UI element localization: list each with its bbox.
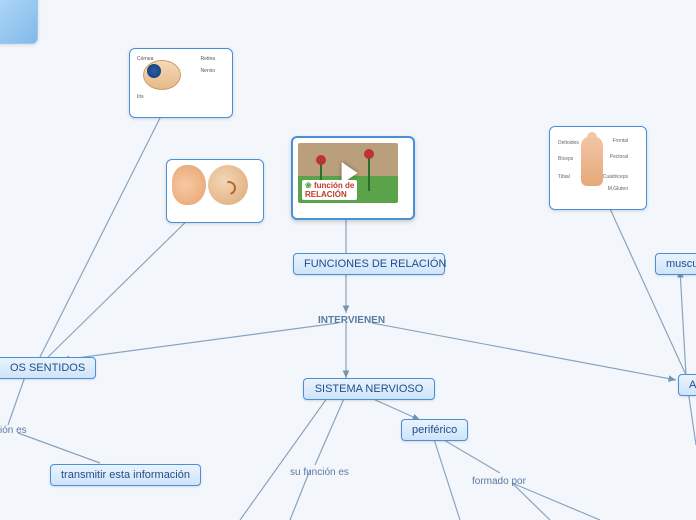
image-anatomy-diagram[interactable]: Deltoides Frontal Bíceps Pectoral Tibial… [549, 126, 647, 210]
node-periferico[interactable]: periférico [401, 419, 468, 441]
image-eye-diagram[interactable]: Córnea Retina Nervio Iris [129, 48, 233, 118]
node-transmitir-informacion[interactable]: transmitir esta información [50, 464, 201, 486]
mindmap-canvas[interactable]: { "nodes": { "funciones": {"label":"FUNC… [0, 0, 696, 520]
video-card[interactable]: ❀ función deRELACIÓN [291, 136, 415, 220]
image-ear-diagram[interactable] [166, 159, 264, 223]
node-aparato[interactable]: AP [678, 374, 696, 396]
video-title: RELACIÓN [305, 190, 347, 199]
node-sentidos[interactable]: OS SENTIDOS [0, 357, 96, 379]
label-intervienen: INTERVIENEN [318, 315, 385, 326]
label-formado-por: formado por [472, 476, 526, 487]
label-su-funcion-es: su función es [290, 467, 349, 478]
gradient-tile [0, 0, 38, 44]
node-funciones-relacion[interactable]: FUNCIONES DE RELACIÓN [293, 253, 445, 275]
label-funcion-es: ión es [0, 425, 27, 436]
node-sistema-nervioso[interactable]: SISTEMA NERVIOSO [303, 378, 435, 400]
node-musculos[interactable]: musculos [655, 253, 696, 275]
video-caption: función de [314, 181, 354, 190]
